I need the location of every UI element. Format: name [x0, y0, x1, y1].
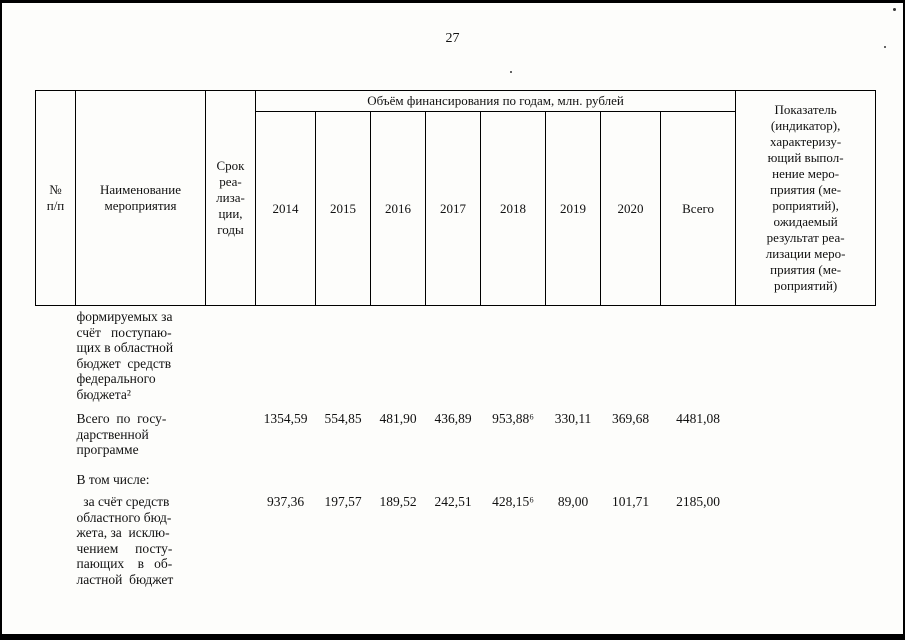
- value-cell: 330,11: [554, 411, 592, 426]
- row-name: В том числе:: [76, 471, 150, 487]
- col-header-year-2014: 2014: [255, 111, 316, 306]
- scan-speck: [510, 71, 512, 73]
- value-cell: 953,88⁶: [492, 411, 534, 426]
- col-header-year-2016: 2016: [370, 111, 426, 306]
- empty-cell: [601, 306, 661, 403]
- empty-cell: [316, 458, 371, 488]
- empty-cell: [206, 306, 256, 403]
- empty-cell: [661, 306, 736, 403]
- value-cell: 2185,00: [676, 494, 720, 509]
- empty-cell: [36, 306, 76, 403]
- scan-speck: [884, 46, 886, 48]
- header-row-years: 2014 2015 2016 2017 2018 2019 2020 Всего: [36, 111, 876, 306]
- col-header-year-2020: 2020: [600, 111, 661, 306]
- empty-cell: [36, 458, 76, 488]
- value-cell: 4481,08: [676, 411, 720, 426]
- finance-table: № п/п Наименование мероприятия Срок реа-…: [35, 90, 877, 587]
- empty-cell: [316, 306, 371, 403]
- col-header-term: Срок реа- лиза- ции, годы: [205, 90, 256, 306]
- header-row-group: № п/п Наименование мероприятия Срок реа-…: [35, 90, 877, 306]
- col-header-finance-group: Объём финансирования по годам, млн. рубл…: [254, 90, 737, 112]
- row-name: за счёт средств областного бюд- жета, за…: [76, 494, 174, 587]
- empty-cell: [206, 487, 256, 587]
- value-cell: 101,71: [611, 494, 650, 509]
- col-header-year-2017: 2017: [425, 111, 481, 306]
- page-number: 27: [445, 31, 460, 46]
- empty-cell: [371, 458, 426, 488]
- empty-cell: [256, 306, 316, 403]
- table-row: В том числе:: [36, 458, 876, 488]
- empty-cell: [736, 402, 876, 458]
- value-cell: 242,51: [434, 494, 472, 509]
- empty-cell: [206, 458, 256, 488]
- empty-cell: [36, 402, 76, 458]
- empty-cell: [426, 458, 481, 488]
- table-row: формируемых за счёт поступаю- щих в обла…: [36, 306, 876, 403]
- col-header-indicator: Показатель (индикатор), характеризу- ющи…: [735, 90, 877, 306]
- col-header-num: № п/п: [35, 90, 76, 306]
- value-cell: 89,00: [557, 494, 589, 509]
- row-name: Всего по госу- дарственной программе: [76, 411, 167, 457]
- empty-cell: [256, 458, 316, 488]
- empty-cell: [546, 458, 601, 488]
- value-cell: 189,52: [379, 494, 417, 509]
- empty-cell: [601, 458, 661, 488]
- scan-speck: [893, 8, 896, 11]
- empty-cell: [371, 306, 426, 403]
- value-cell: 436,89: [434, 411, 472, 426]
- empty-cell: [736, 458, 876, 488]
- value-cell: 369,68: [611, 411, 650, 426]
- table-row: за счёт средств областного бюд- жета, за…: [36, 487, 876, 587]
- value-cell: 554,85: [324, 411, 362, 426]
- empty-cell: [426, 306, 481, 403]
- empty-cell: [481, 306, 546, 403]
- empty-cell: [736, 487, 876, 587]
- col-header-name: Наименование мероприятия: [75, 90, 206, 306]
- value-cell: 1354,59: [263, 411, 308, 426]
- value-cell: 197,57: [324, 494, 362, 509]
- empty-cell: [736, 306, 876, 403]
- row-name: формируемых за счёт поступаю- щих в обла…: [76, 309, 174, 402]
- value-cell: 937,36: [266, 494, 305, 509]
- col-header-total: Всего: [659, 111, 737, 306]
- empty-cell: [546, 306, 601, 403]
- value-cell: 481,90: [379, 411, 417, 426]
- empty-cell: [661, 458, 736, 488]
- col-header-year-2015: 2015: [315, 111, 371, 306]
- empty-cell: [206, 402, 256, 458]
- col-header-year-2019: 2019: [545, 111, 601, 306]
- empty-cell: [481, 458, 546, 488]
- col-header-year-2018: 2018: [480, 111, 546, 306]
- table-row: Всего по госу- дарственной программе 135…: [36, 402, 876, 458]
- empty-cell: [36, 487, 76, 587]
- value-cell: 428,15⁶: [492, 494, 534, 509]
